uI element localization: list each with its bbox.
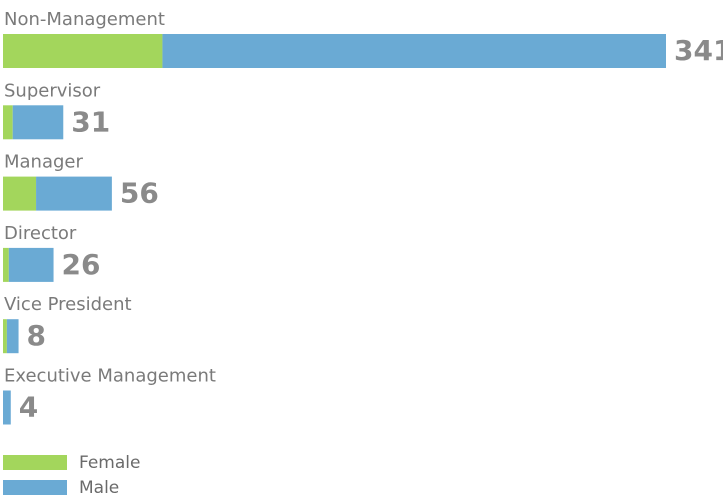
category-label: Director	[4, 223, 77, 244]
bar-segment	[6, 319, 19, 354]
legend-swatch	[3, 480, 67, 495]
bar-segment	[3, 176, 37, 211]
category-label: Supervisor	[4, 80, 101, 101]
legend-label: Male	[79, 478, 119, 498]
bar-segment	[36, 176, 112, 211]
bar-segment	[3, 247, 9, 282]
bar-segment	[3, 34, 163, 68]
total-label: 26	[62, 248, 101, 281]
bar-segment	[162, 34, 666, 68]
category-label: Non-Management	[4, 9, 165, 30]
category-label: Manager	[4, 152, 83, 173]
bar-segment	[8, 247, 54, 282]
category-label: Executive Management	[4, 366, 216, 387]
total-label: 341	[674, 34, 723, 67]
total-label: 8	[27, 319, 46, 352]
bar-segment	[3, 105, 13, 140]
legend-label: Female	[79, 453, 140, 473]
total-label: 56	[120, 177, 159, 210]
category-label: Vice President	[4, 294, 132, 315]
legend-swatch	[3, 455, 67, 470]
bar-segment	[3, 319, 7, 354]
total-label: 4	[19, 391, 38, 424]
total-label: 31	[71, 105, 110, 138]
bar-segment	[12, 105, 64, 140]
bar-segment	[3, 390, 11, 425]
